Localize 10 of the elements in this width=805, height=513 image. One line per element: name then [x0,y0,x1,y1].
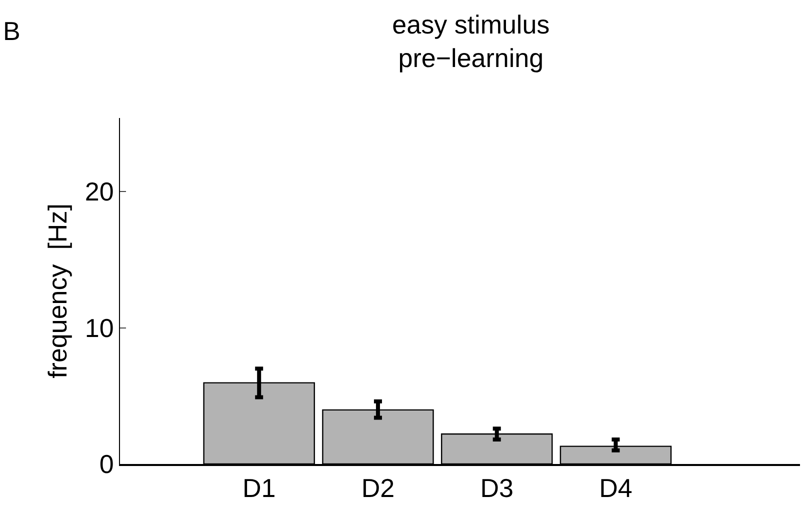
y-tick-label: 10 [84,312,114,343]
chart-title: easy stimulus pre−learning [392,9,550,74]
x-tick-label: D3 [480,473,514,504]
x-tick-label: D1 [242,473,276,504]
y-tick-label: 0 [99,449,114,480]
x-tick-label: D4 [599,473,632,504]
y-tick-label: 20 [84,176,114,207]
x-tick-label: D2 [361,473,395,504]
text: B [3,16,20,46]
y-axis-title: frequency [Hz] [42,204,72,378]
